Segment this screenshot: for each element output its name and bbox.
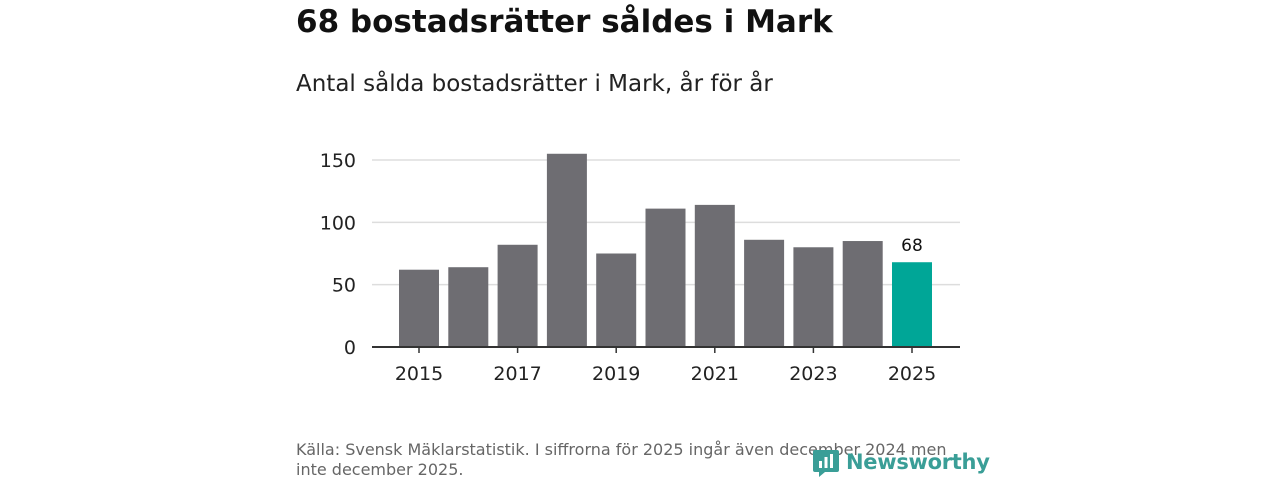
bar (793, 247, 834, 347)
bar (546, 153, 587, 347)
y-tick-label: 100 (320, 212, 356, 234)
data-label: 68 (901, 236, 923, 256)
bar (892, 262, 932, 347)
x-tick-label: 2025 (888, 363, 936, 385)
bar (744, 239, 785, 347)
x-tick-label: 2021 (691, 363, 739, 385)
x-tick-label: 2015 (395, 363, 443, 385)
y-tick-label: 50 (332, 275, 356, 297)
logo-wordmark: Newsworthy (846, 450, 990, 474)
newsworthy-logo: Newsworthy (812, 444, 990, 480)
source-note: Källa: Svensk Mäklarstatistik. I siffror… (296, 440, 947, 479)
y-tick-label: 150 (320, 150, 356, 172)
headline: 68 bostadsrätter såldes i Mark (296, 4, 833, 40)
x-tick-label: 2023 (789, 363, 837, 385)
bar (497, 244, 538, 347)
newsworthy-logo-icon (813, 450, 839, 477)
bar (448, 267, 489, 347)
bar (842, 241, 883, 347)
x-tick-label: 2017 (493, 363, 541, 385)
y-tick-label: 0 (344, 337, 356, 359)
bar (694, 204, 735, 347)
bar (399, 269, 439, 347)
x-tick-label: 2019 (592, 363, 640, 385)
bar (596, 253, 637, 347)
chart-subtitle: Antal sålda bostadsrätter i Mark, år för… (296, 71, 773, 97)
bar (645, 208, 686, 347)
